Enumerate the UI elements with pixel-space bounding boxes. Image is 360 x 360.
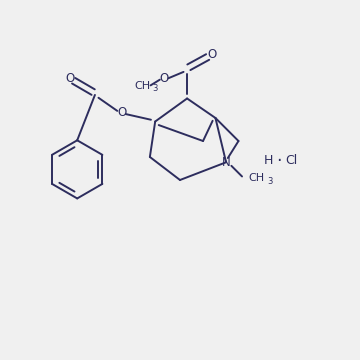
- Text: 3: 3: [267, 176, 273, 185]
- Text: Cl: Cl: [285, 154, 298, 167]
- Text: O: O: [207, 48, 216, 61]
- Text: O: O: [117, 106, 126, 119]
- Text: N: N: [222, 156, 230, 169]
- Text: O: O: [159, 72, 169, 85]
- Text: O: O: [66, 72, 75, 85]
- Text: CH: CH: [248, 173, 264, 183]
- Text: 3: 3: [153, 84, 158, 93]
- Text: H: H: [264, 154, 273, 167]
- Text: ·: ·: [276, 152, 281, 170]
- Text: CH: CH: [134, 81, 150, 91]
